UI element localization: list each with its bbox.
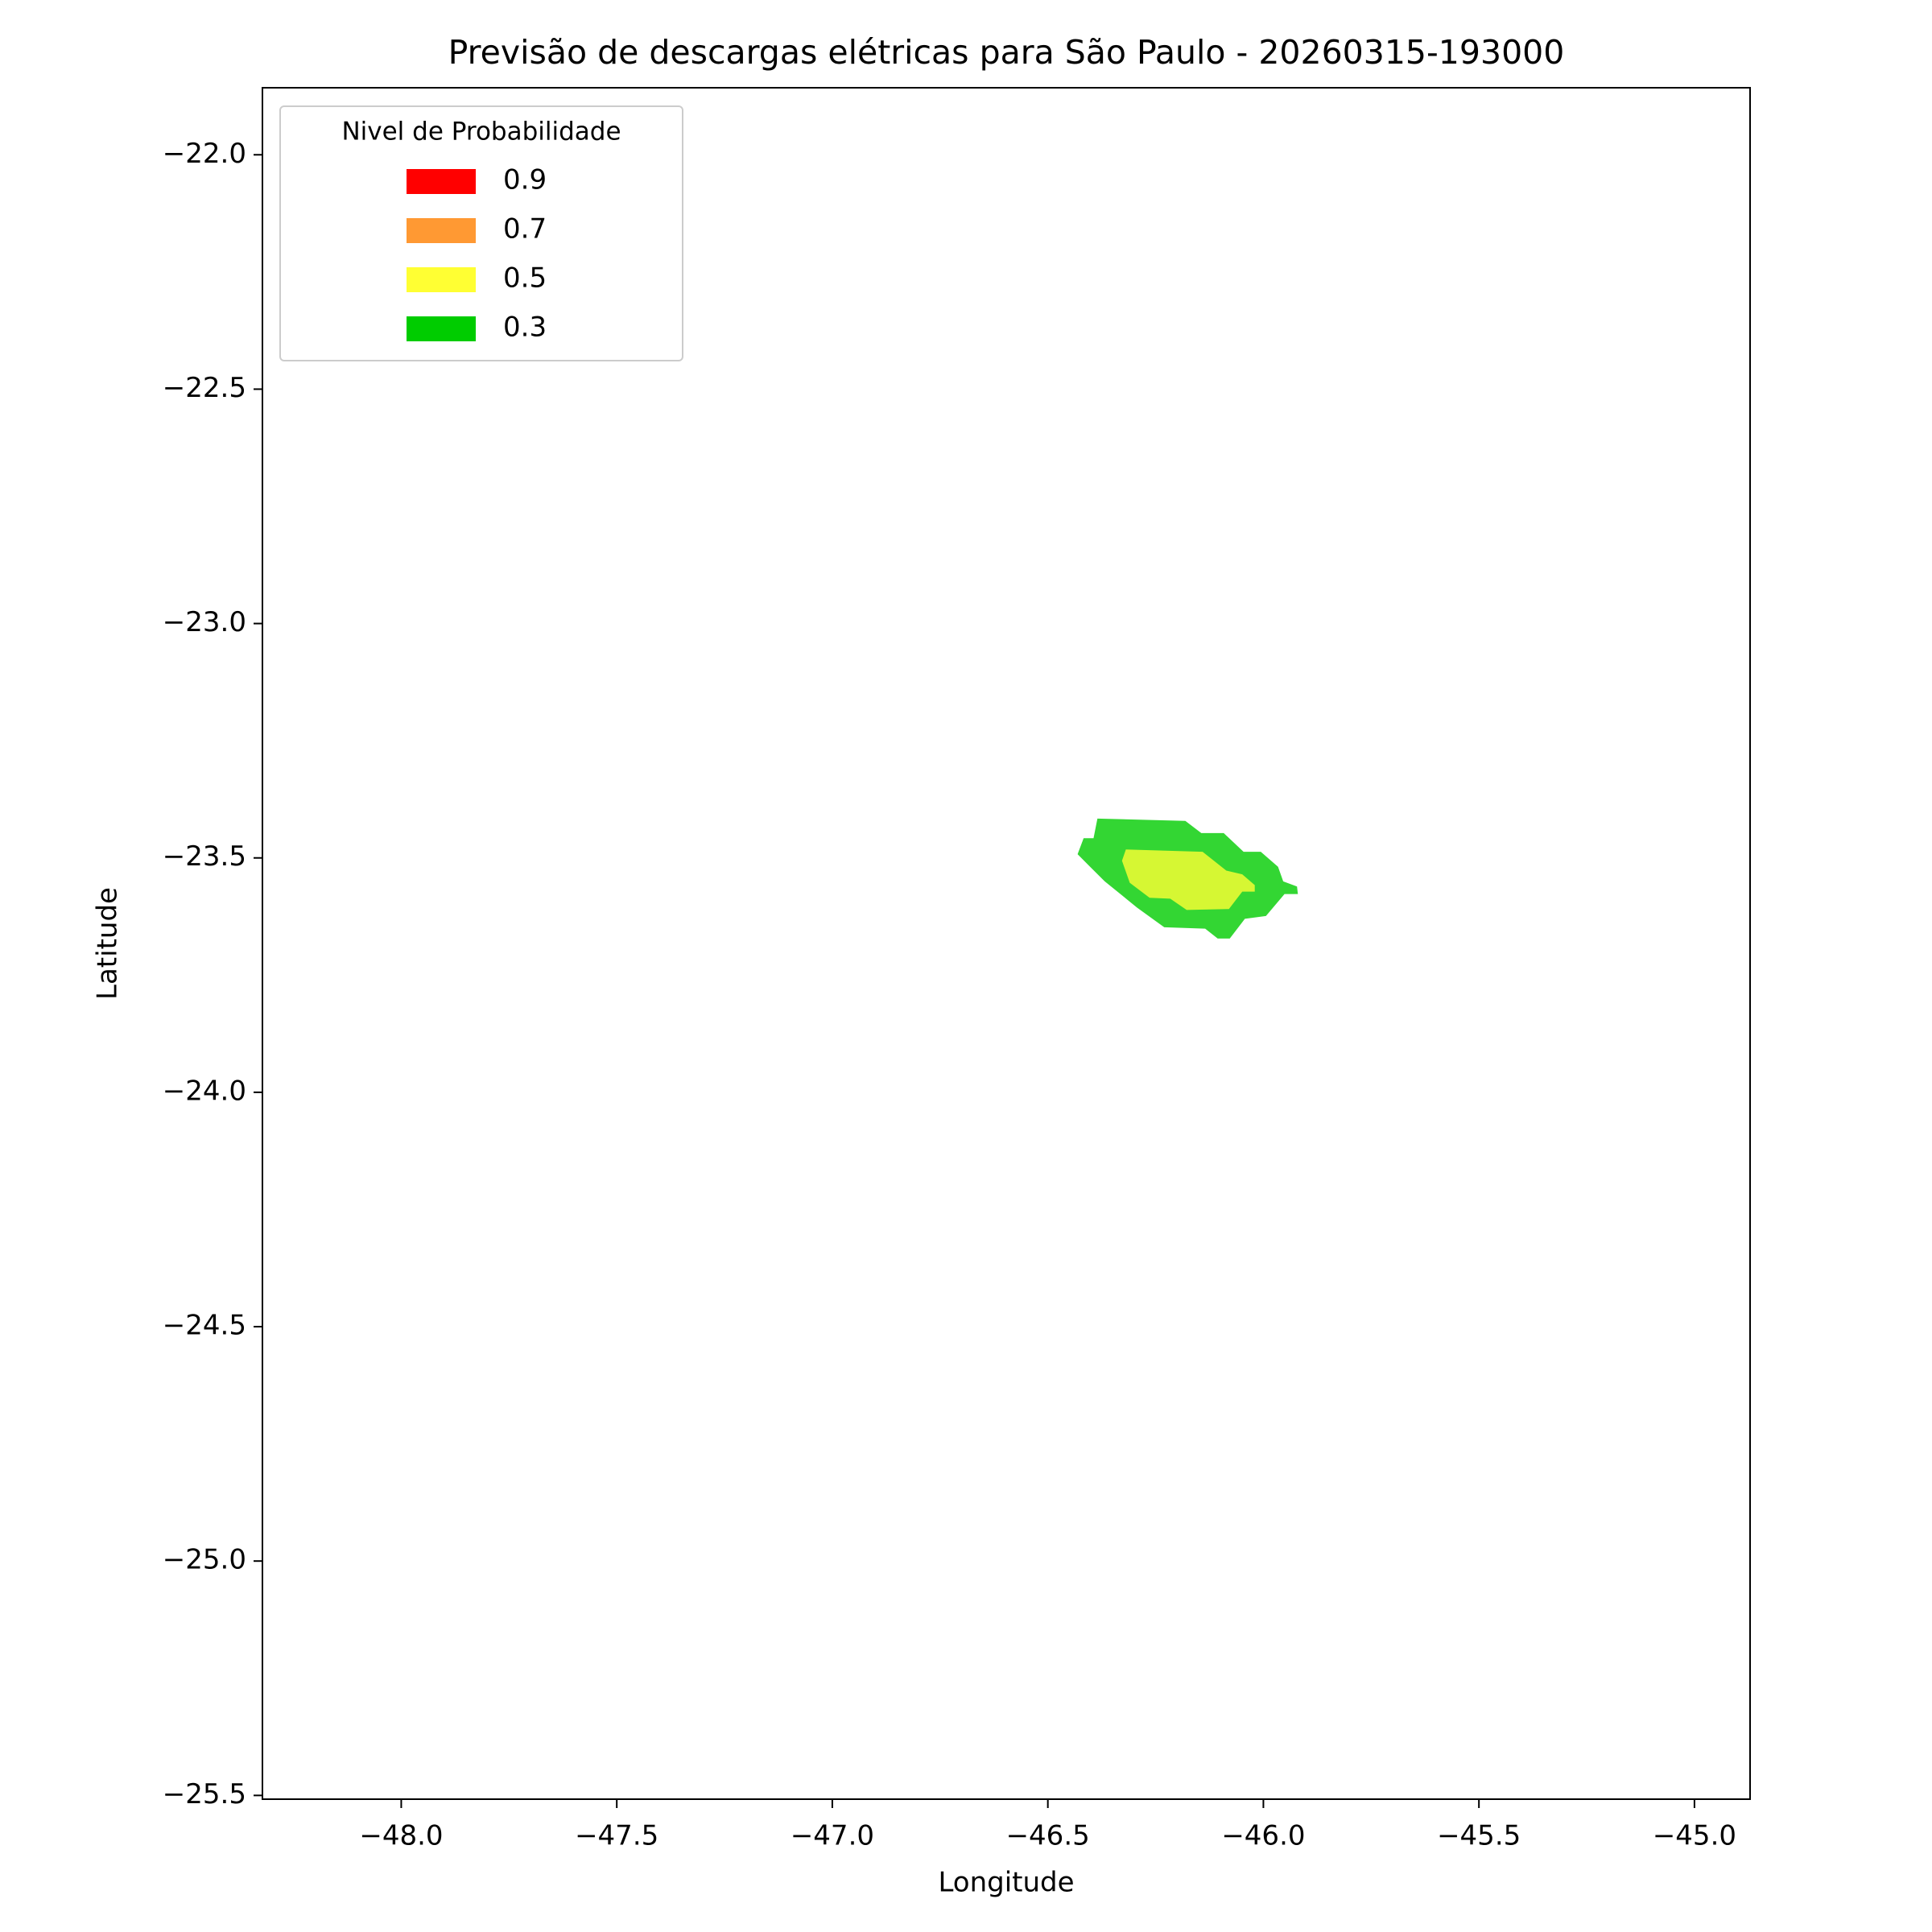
contour-regions <box>1077 818 1298 939</box>
y-tick-label: −22.0 <box>163 138 246 170</box>
y-tick-label: −22.5 <box>163 372 246 404</box>
chart-title: Previsão de descargas elétricas para São… <box>448 33 1565 72</box>
y-tick-label: −24.0 <box>163 1075 246 1107</box>
x-tick-label: −46.0 <box>1221 1820 1305 1852</box>
y-tick-label: −23.0 <box>163 606 246 638</box>
plot-frame <box>262 87 1751 1800</box>
y-axis-label: Latitude <box>92 887 124 1000</box>
legend-label: 0.3 <box>503 312 547 344</box>
legend-box <box>279 105 683 361</box>
y-tick-label: −24.5 <box>163 1310 246 1342</box>
y-tick-label: −25.5 <box>163 1778 246 1810</box>
y-tick-label: −23.5 <box>163 840 246 873</box>
legend-label: 0.9 <box>503 164 547 196</box>
legend-label: 0.5 <box>503 262 547 295</box>
x-tick-label: −47.5 <box>575 1820 658 1852</box>
x-tick-label: −45.0 <box>1653 1820 1736 1852</box>
x-axis-label: Longitude <box>938 1867 1074 1899</box>
legend-swatch <box>407 169 476 194</box>
legend-title: Nivel de Probabilidade <box>341 118 621 147</box>
legend-swatch <box>407 218 476 243</box>
legend-swatch <box>407 267 476 292</box>
legend-label: 0.7 <box>503 213 547 246</box>
y-tick-label: −25.0 <box>163 1544 246 1576</box>
x-tick-label: −47.0 <box>791 1820 874 1852</box>
x-tick-label: −46.5 <box>1006 1820 1090 1852</box>
x-tick-label: −45.5 <box>1437 1820 1521 1852</box>
contour-region <box>1121 849 1255 910</box>
x-tick-label: −48.0 <box>359 1820 443 1852</box>
legend-swatch <box>407 316 476 341</box>
